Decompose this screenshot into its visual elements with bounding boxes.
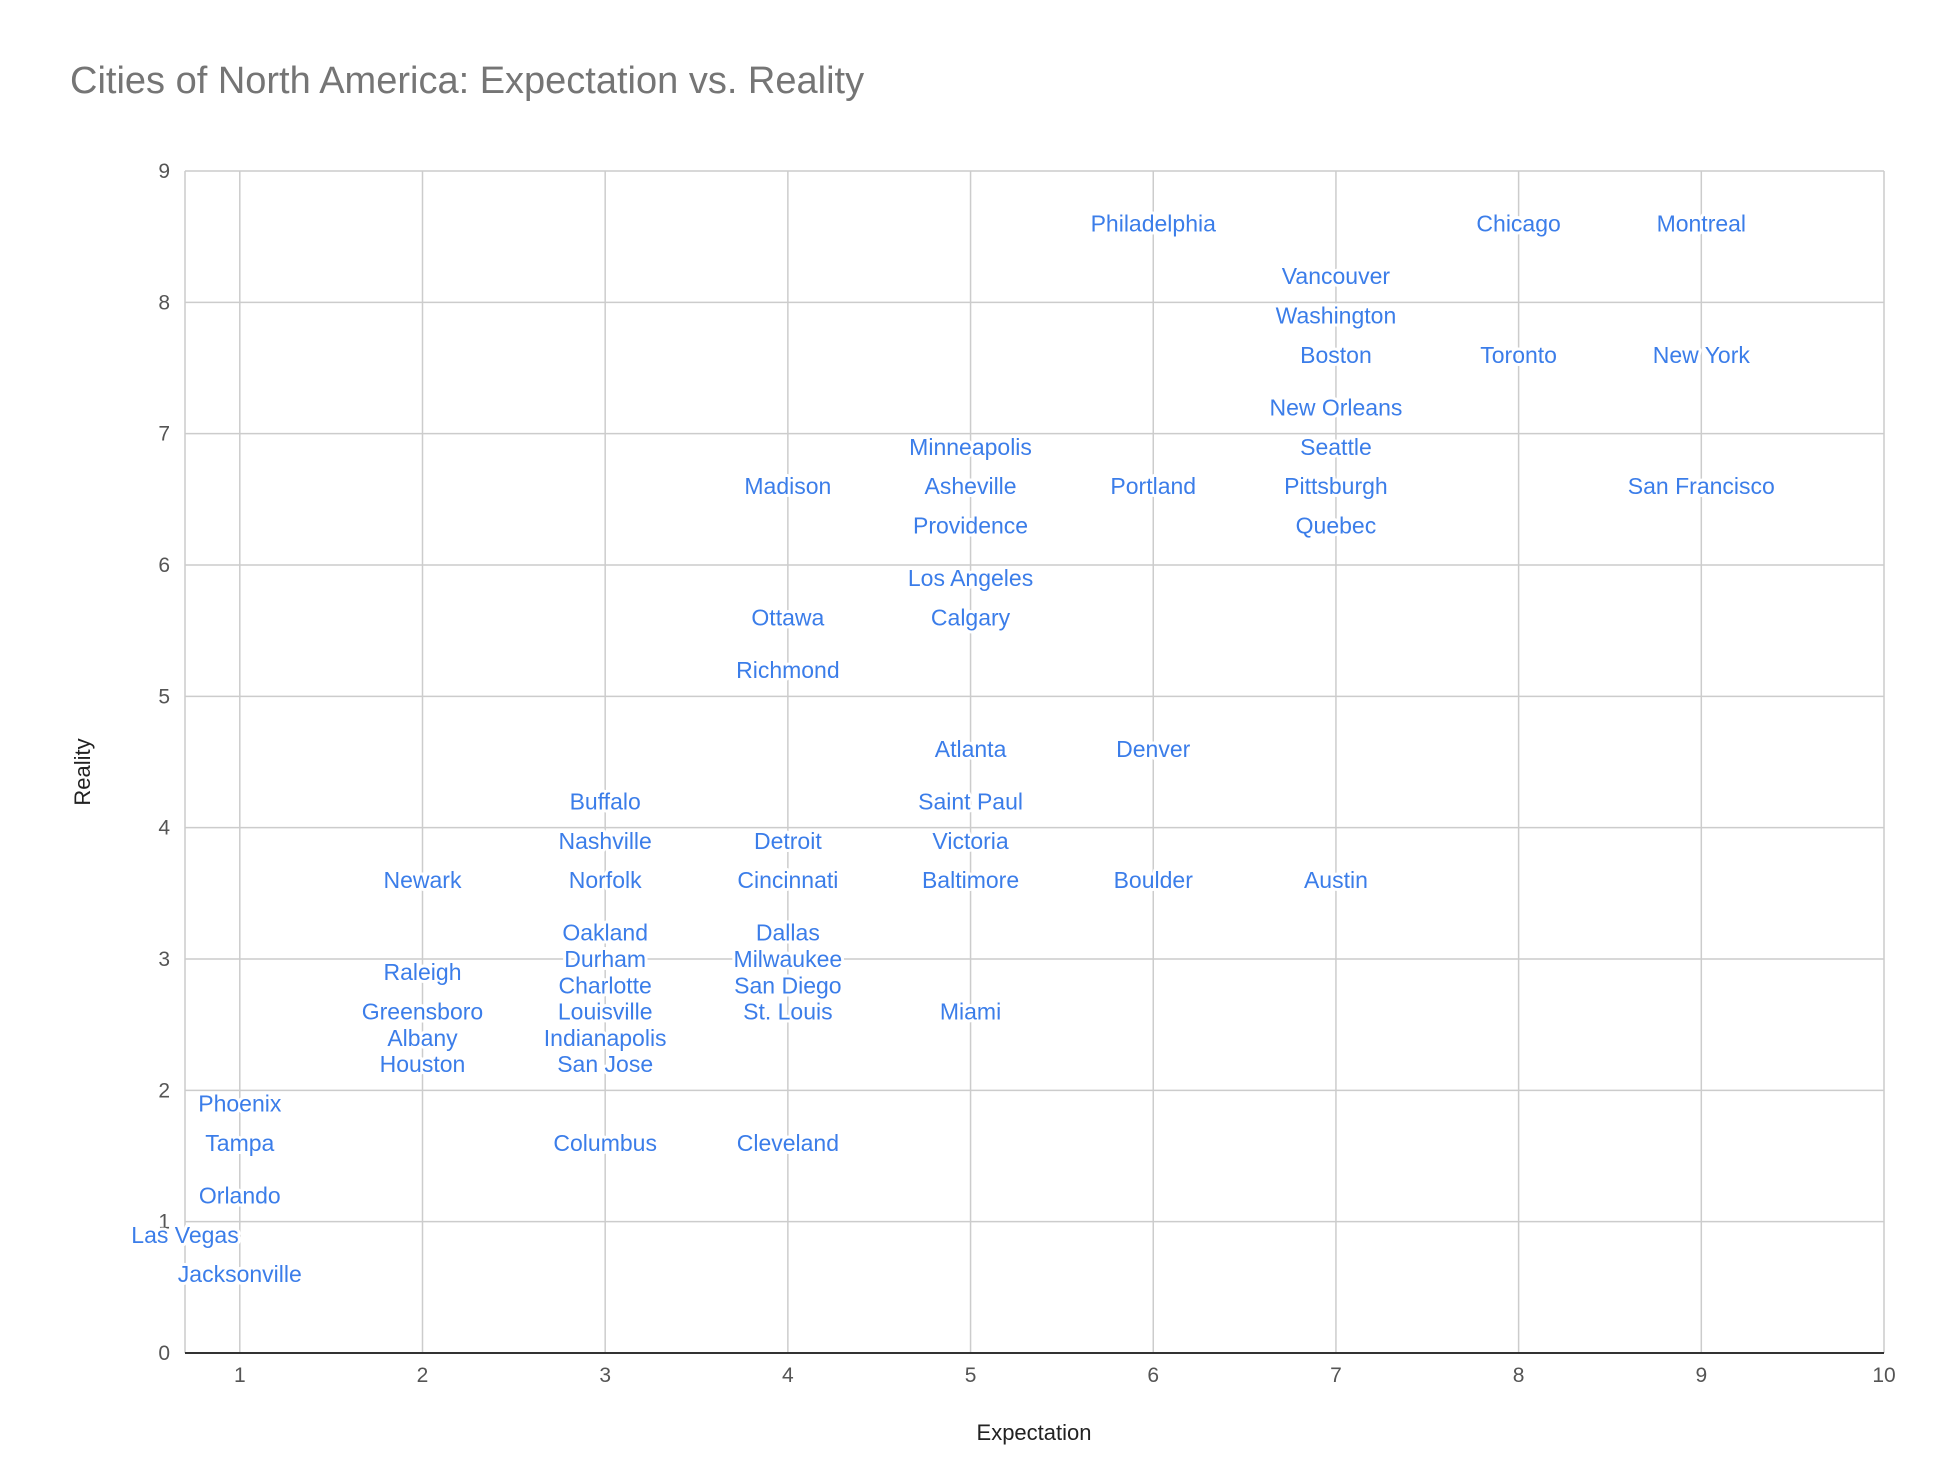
tick-layer: 0 1 2 3 4 5 6 7 8 9 1 2 3 4 5 6 7 8 9 10 xyxy=(158,160,1895,1387)
y-tick-label: 8 xyxy=(158,291,170,314)
y-tick-label: 1 xyxy=(158,1211,170,1234)
point-label: Victoria xyxy=(932,828,1008,854)
x-tick-label: 9 xyxy=(1695,1364,1707,1387)
point-label: Ottawa xyxy=(751,605,824,631)
x-tick-label: 8 xyxy=(1513,1364,1525,1387)
point-label: Indianapolis xyxy=(544,1025,667,1051)
point-label: Nashville xyxy=(559,828,652,854)
point-label: New York xyxy=(1653,342,1751,368)
point-label: Denver xyxy=(1116,736,1190,762)
point-label: Chicago xyxy=(1476,211,1560,237)
point-label: San Francisco xyxy=(1628,473,1775,499)
point-label: Minneapolis xyxy=(909,434,1032,460)
y-tick-label: 2 xyxy=(158,1079,170,1102)
point-label: Seattle xyxy=(1300,434,1372,460)
point-label: Austin xyxy=(1304,867,1368,893)
point-label: Pittsburgh xyxy=(1284,473,1388,499)
point-label: Columbus xyxy=(553,1130,657,1156)
point-label: San Diego xyxy=(734,972,841,998)
y-tick-label: 9 xyxy=(158,160,170,183)
x-tick-label: 1 xyxy=(234,1364,246,1387)
point-label: Miami xyxy=(940,999,1001,1025)
point-label: Calgary xyxy=(931,605,1011,631)
y-axis-title: Reality xyxy=(70,738,95,805)
grid-layer xyxy=(184,170,1885,1354)
point-label: Madison xyxy=(744,473,831,499)
x-tick-label: 10 xyxy=(1872,1364,1895,1387)
point-label: Vancouver xyxy=(1282,263,1391,289)
point-label: Atlanta xyxy=(935,736,1007,762)
point-label: Boulder xyxy=(1114,867,1194,893)
point-label: Toronto xyxy=(1480,342,1557,368)
point-label: Montreal xyxy=(1657,211,1746,237)
point-label: Las Vegas xyxy=(131,1222,238,1248)
x-axis-title: Expectation xyxy=(977,1420,1092,1445)
point-label: Newark xyxy=(384,867,462,893)
point-label: San Jose xyxy=(557,1051,653,1077)
point-label: Boston xyxy=(1300,342,1372,368)
point-label: Quebec xyxy=(1296,513,1377,539)
point-label: Raleigh xyxy=(383,959,461,985)
point-label: Dallas xyxy=(756,920,820,946)
point-layer: Philadelphia Chicago Montreal Vancouver Wash… xyxy=(128,208,1778,1291)
point-label: Detroit xyxy=(754,828,822,854)
point-label: Charlotte xyxy=(559,972,652,998)
point-label: Norfolk xyxy=(569,867,642,893)
y-tick-label: 6 xyxy=(158,554,170,577)
x-tick-label: 6 xyxy=(1147,1364,1159,1387)
point-label: Richmond xyxy=(736,657,840,683)
point-label: Houston xyxy=(380,1051,466,1077)
point-label: Washington xyxy=(1276,302,1397,328)
point-label: Albany xyxy=(387,1025,458,1051)
point-label: Oakland xyxy=(562,920,648,946)
y-tick-label: 0 xyxy=(158,1342,170,1365)
point-label: Saint Paul xyxy=(918,788,1023,814)
point-label: Cleveland xyxy=(737,1130,839,1156)
x-tick-label: 5 xyxy=(965,1364,977,1387)
point-label: Buffalo xyxy=(570,788,641,814)
x-tick-label: 7 xyxy=(1330,1364,1342,1387)
x-tick-label: 3 xyxy=(599,1364,611,1387)
point-label: Baltimore xyxy=(922,867,1019,893)
point-label: Los Angeles xyxy=(908,565,1033,591)
point-label: Philadelphia xyxy=(1091,211,1217,237)
point-label: New Orleans xyxy=(1269,394,1402,420)
x-tick-label: 4 xyxy=(782,1364,794,1387)
point-label: Jacksonville xyxy=(178,1261,302,1287)
y-tick-label: 7 xyxy=(158,423,170,446)
x-tick-label: 2 xyxy=(417,1364,429,1387)
chart-title: Cities of North America: Expectation vs.… xyxy=(70,60,865,102)
point-label: Orlando xyxy=(199,1182,281,1208)
point-label: Portland xyxy=(1110,473,1196,499)
point-label: Cincinnati xyxy=(737,867,838,893)
point-label: Milwaukee xyxy=(734,946,843,972)
y-tick-label: 4 xyxy=(158,817,170,840)
point-label: Tampa xyxy=(205,1130,274,1156)
point-label: Greensboro xyxy=(362,999,483,1025)
point-label: St. Louis xyxy=(743,999,833,1025)
y-tick-label: 3 xyxy=(158,948,170,971)
point-label: Phoenix xyxy=(198,1090,282,1116)
point-label: Asheville xyxy=(925,473,1017,499)
point-label: Durham xyxy=(564,946,646,972)
y-tick-label: 5 xyxy=(158,685,170,708)
point-label: Providence xyxy=(913,513,1028,539)
point-label: Louisville xyxy=(558,999,653,1025)
